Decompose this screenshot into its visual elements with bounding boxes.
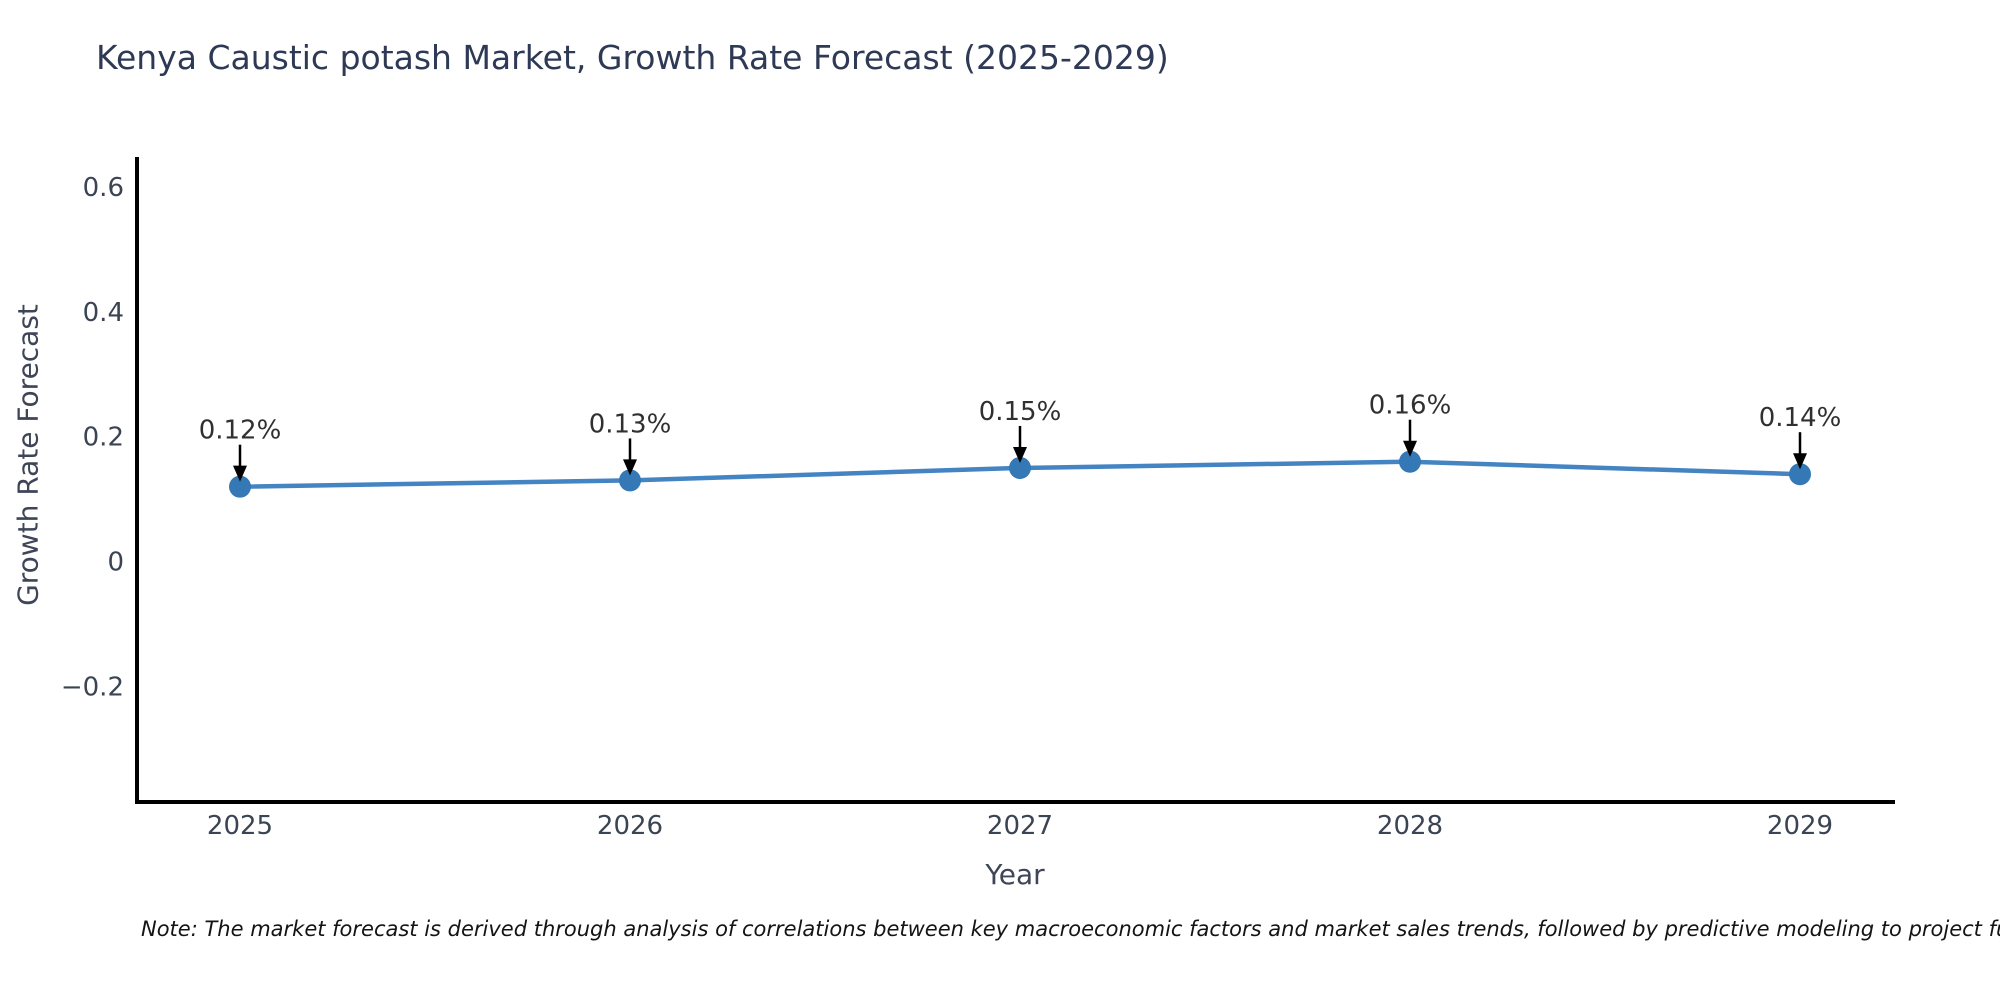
chart-title: Kenya Caustic potash Market, Growth Rate… <box>96 38 1169 77</box>
data-point <box>619 469 641 492</box>
x-tick-label: 2028 <box>1377 811 1443 841</box>
annotation-arrowhead <box>233 465 247 482</box>
y-tick-label: 0.2 <box>83 423 124 453</box>
point-label: 0.13% <box>589 409 672 439</box>
y-tick-label: 0.4 <box>83 298 124 328</box>
annotation-arrowhead <box>623 459 637 476</box>
y-tick-label: −0.2 <box>61 672 124 702</box>
data-point <box>1789 463 1811 486</box>
x-axis-title: Year <box>985 858 1045 891</box>
x-tick-label: 2025 <box>207 811 273 841</box>
data-point <box>1399 450 1421 473</box>
point-label: 0.16% <box>1369 391 1452 421</box>
x-tick-label: 2026 <box>597 811 663 841</box>
data-point <box>229 475 251 498</box>
annotation-arrowhead <box>1013 446 1027 463</box>
data-point <box>1009 456 1031 479</box>
point-label: 0.14% <box>1759 403 1842 433</box>
axis-spines <box>135 157 1895 804</box>
point-label: 0.12% <box>199 416 282 446</box>
annotation-arrowhead <box>1403 440 1417 457</box>
y-tick-label: 0.6 <box>83 173 124 203</box>
y-tick-label: 0 <box>107 548 124 578</box>
annotation-arrowhead <box>1793 453 1807 470</box>
x-tick-label: 2027 <box>987 811 1053 841</box>
point-label: 0.15% <box>979 397 1062 427</box>
footnote: Note: The market forecast is derived thr… <box>141 917 2000 941</box>
x-tick-label: 2029 <box>1767 811 1833 841</box>
